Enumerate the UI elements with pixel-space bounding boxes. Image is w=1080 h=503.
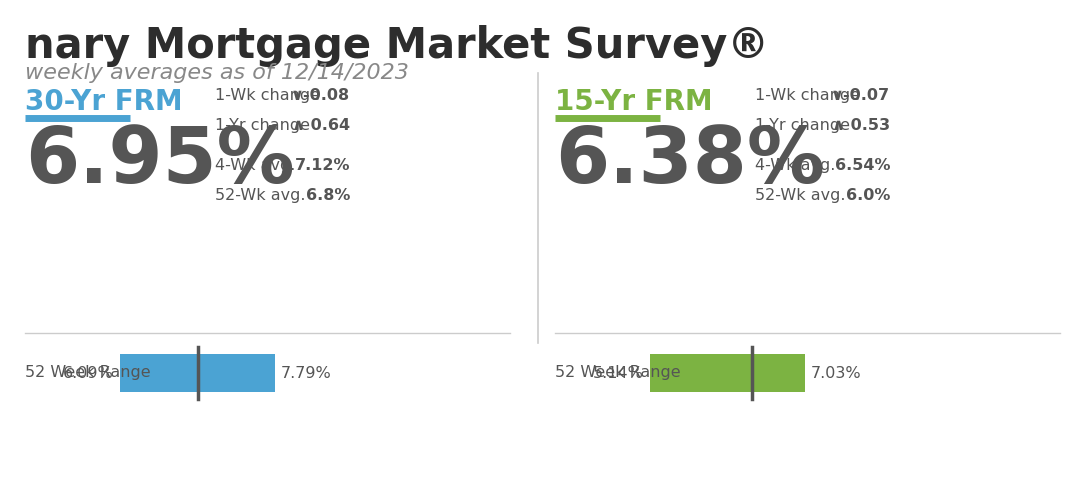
Text: 52 Week Range: 52 Week Range — [555, 366, 680, 380]
Text: ∧ 0.64: ∧ 0.64 — [292, 118, 350, 133]
Text: 7.12%: 7.12% — [295, 158, 350, 173]
Text: ∨-0.08: ∨-0.08 — [291, 88, 350, 103]
Text: weekly averages as of 12/14/2023: weekly averages as of 12/14/2023 — [25, 63, 409, 83]
Text: ∨-0.07: ∨-0.07 — [831, 88, 890, 103]
Bar — [650, 354, 805, 392]
Text: 1-Yr change: 1-Yr change — [755, 118, 850, 133]
Text: nary Mortgage Market Survey®: nary Mortgage Market Survey® — [25, 25, 769, 67]
Text: 6.54%: 6.54% — [835, 158, 890, 173]
Text: 5.14%: 5.14% — [593, 366, 644, 380]
Text: 30-Yr FRM: 30-Yr FRM — [25, 88, 183, 116]
Text: 52-Wk avg.: 52-Wk avg. — [215, 188, 306, 203]
Text: 1-Wk change: 1-Wk change — [215, 88, 320, 103]
Text: 6.95%: 6.95% — [25, 123, 295, 199]
Text: 1-Wk change: 1-Wk change — [755, 88, 860, 103]
Text: 6.0%: 6.0% — [846, 188, 890, 203]
Text: 6.8%: 6.8% — [306, 188, 350, 203]
Text: ∧ 0.53: ∧ 0.53 — [832, 118, 890, 133]
Text: 6.38%: 6.38% — [555, 123, 825, 199]
Text: 52-Wk avg.: 52-Wk avg. — [755, 188, 846, 203]
Text: 15-Yr FRM: 15-Yr FRM — [555, 88, 713, 116]
Text: 4-Wk avg.: 4-Wk avg. — [755, 158, 835, 173]
Text: 52 Week Range: 52 Week Range — [25, 366, 150, 380]
Text: 7.03%: 7.03% — [811, 366, 862, 380]
Text: 4-Wk avg.: 4-Wk avg. — [215, 158, 295, 173]
Text: 1-Yr change: 1-Yr change — [215, 118, 310, 133]
Text: 7.79%: 7.79% — [281, 366, 332, 380]
Text: 6.09%: 6.09% — [64, 366, 114, 380]
Bar — [120, 354, 275, 392]
